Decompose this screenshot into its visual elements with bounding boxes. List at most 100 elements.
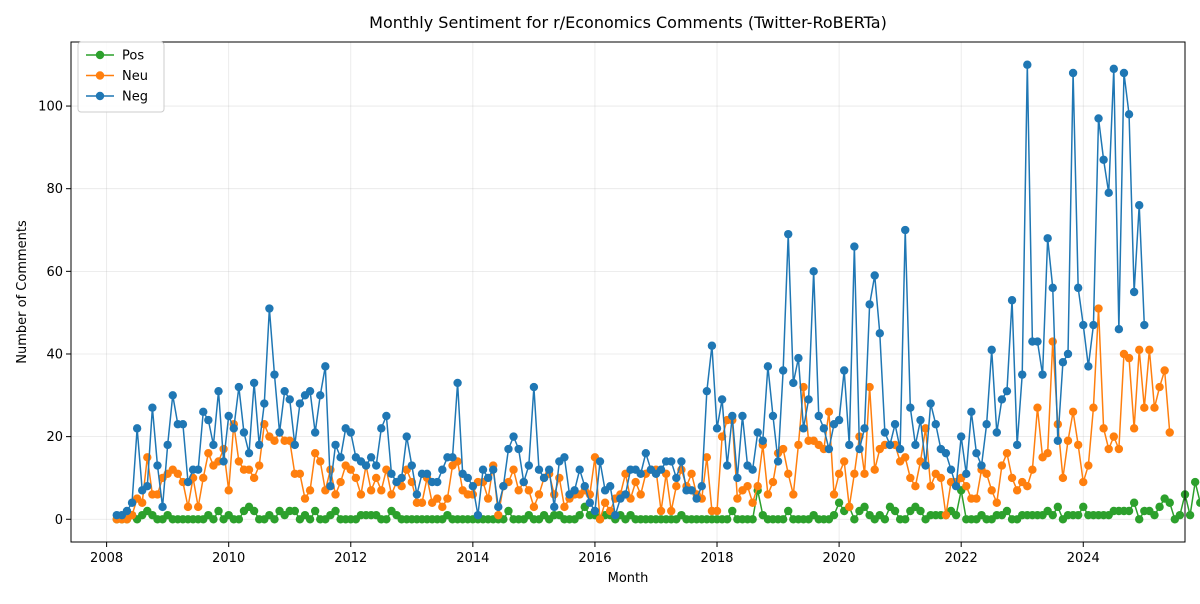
data-point: [992, 498, 1001, 507]
data-point: [1028, 465, 1037, 474]
data-point: [407, 461, 417, 470]
data-point: [468, 490, 478, 499]
data-point: [1104, 188, 1113, 198]
data-point: [244, 448, 254, 458]
x-tick-label: 2012: [334, 551, 367, 566]
data-point: [956, 432, 966, 441]
data-point: [504, 506, 513, 516]
data-point: [305, 515, 315, 524]
data-point: [1196, 498, 1200, 507]
data-point: [1129, 498, 1139, 507]
data-point: [778, 515, 788, 524]
data-point: [1079, 502, 1088, 512]
data-point: [748, 465, 757, 474]
data-point: [483, 494, 493, 503]
data-point: [504, 444, 513, 454]
data-point: [473, 510, 483, 520]
data-point: [193, 465, 203, 474]
data-point: [743, 482, 752, 491]
data-point: [468, 482, 478, 491]
data-point: [1012, 486, 1022, 495]
data-point: [372, 473, 381, 483]
data-point: [850, 515, 859, 524]
data-point: [377, 424, 386, 433]
data-point: [1053, 436, 1063, 445]
legend-label: Pos: [122, 49, 144, 64]
data-point: [168, 391, 177, 400]
data-point: [834, 498, 844, 507]
data-point: [1165, 498, 1174, 507]
data-point: [921, 424, 930, 433]
data-point: [1135, 515, 1144, 524]
data-point: [372, 461, 381, 470]
data-point: [880, 515, 890, 524]
data-point: [1079, 320, 1088, 330]
data-point: [316, 391, 325, 400]
data-point: [1114, 324, 1124, 334]
data-point: [346, 465, 355, 474]
data-point: [962, 469, 971, 479]
data-point: [834, 469, 844, 479]
data-point: [1124, 353, 1134, 363]
data-point: [789, 378, 798, 388]
data-point: [1089, 403, 1098, 412]
data-point: [722, 461, 732, 470]
data-point: [234, 457, 244, 466]
data-point: [249, 473, 259, 483]
data-point: [773, 457, 783, 466]
series-neu: [112, 304, 1174, 524]
series-line: [116, 307, 1171, 521]
data-point: [621, 490, 630, 499]
data-point: [860, 469, 869, 479]
data-point: [804, 395, 813, 404]
data-point: [712, 506, 722, 516]
data-point: [356, 490, 366, 499]
data-point: [697, 482, 706, 491]
data-point: [911, 482, 920, 491]
data-point: [906, 473, 915, 483]
data-point: [967, 407, 976, 417]
data-point: [494, 510, 503, 520]
data-point: [550, 490, 559, 499]
data-point: [687, 486, 696, 495]
x-tick-label: 2024: [1067, 551, 1100, 566]
data-point: [1109, 432, 1118, 441]
data-point: [824, 407, 834, 417]
data-point: [544, 465, 554, 474]
data-point: [1155, 502, 1164, 512]
data-point: [1048, 510, 1057, 520]
data-point: [941, 510, 951, 520]
data-point: [204, 415, 213, 425]
data-point: [483, 473, 493, 483]
data-point: [249, 378, 259, 388]
data-point: [443, 494, 452, 503]
data-point: [321, 362, 330, 371]
data-point: [595, 457, 605, 466]
data-point: [763, 362, 773, 371]
data-point: [1109, 64, 1118, 74]
data-point: [122, 506, 132, 516]
y-tick-label: 80: [46, 182, 63, 197]
data-point: [366, 486, 376, 495]
data-point: [712, 424, 722, 433]
data-point: [255, 440, 264, 450]
data-point: [402, 432, 411, 441]
data-point: [290, 440, 300, 450]
data-point: [560, 453, 569, 462]
data-point: [412, 490, 422, 499]
data-point: [234, 515, 244, 524]
data-point: [987, 486, 996, 495]
data-point: [794, 353, 803, 363]
data-point: [153, 461, 162, 470]
data-point: [1155, 382, 1164, 392]
data-point: [224, 411, 233, 421]
data-point: [310, 448, 320, 458]
data-point: [890, 420, 900, 429]
data-point: [183, 502, 193, 512]
data-point: [1063, 436, 1073, 445]
data-point: [829, 490, 839, 499]
data-point: [667, 506, 676, 516]
data-point: [977, 461, 986, 470]
data-point: [748, 498, 757, 507]
